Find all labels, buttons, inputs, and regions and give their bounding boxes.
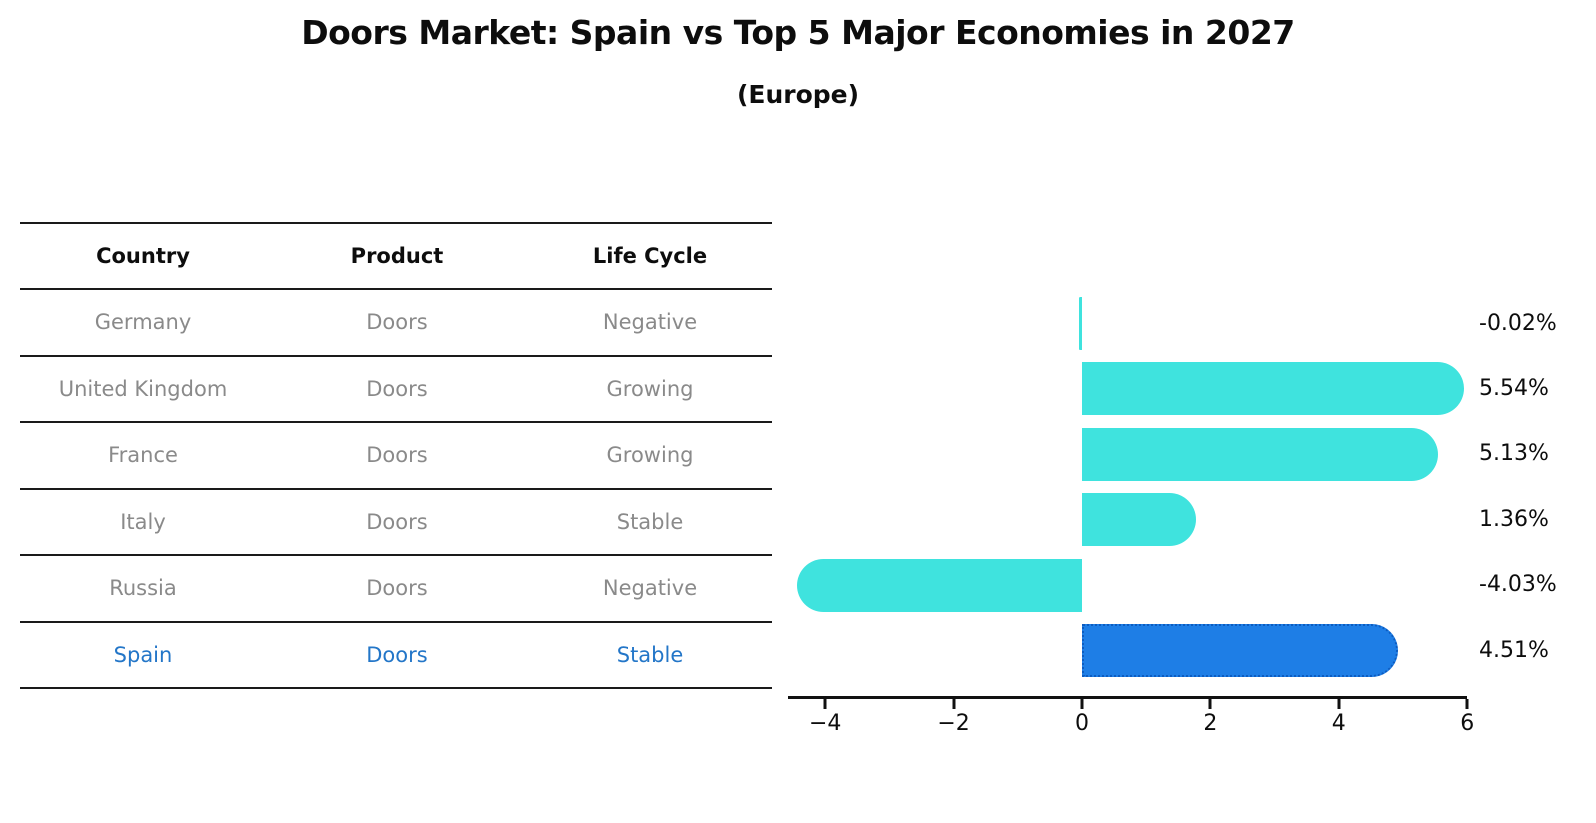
- value-label: 5.13%: [1479, 441, 1549, 467]
- bar-italy: [1082, 493, 1196, 547]
- cell-country: United Kingdom: [58, 376, 228, 401]
- table-header-row: Country Product Life Cycle: [20, 224, 772, 290]
- cell-country: Italy: [120, 509, 166, 534]
- table-row: Russia Doors Negative: [20, 556, 772, 623]
- x-axis-tick: [1465, 699, 1469, 709]
- cell-country: Russia: [109, 576, 177, 601]
- bar-germany: [1079, 297, 1082, 350]
- column-header-country: Country: [96, 244, 190, 268]
- table-row-spain-highlighted: Spain Doors Stable: [20, 623, 772, 689]
- cell-life-cycle: Negative: [602, 576, 698, 601]
- cell-life-cycle: Growing: [606, 376, 694, 401]
- cell-product: Doors: [366, 509, 428, 534]
- table-row: Germany Doors Negative: [20, 290, 772, 357]
- table-row: France Doors Growing: [20, 423, 772, 490]
- bar-france: [1082, 427, 1438, 481]
- x-axis-tick-label: 0: [1075, 711, 1089, 736]
- x-axis-tick: [1080, 699, 1084, 709]
- cell-product: Doors: [366, 376, 428, 401]
- bar-spain-highlighted: [1082, 624, 1399, 677]
- chart-subtitle: (Europe): [736, 80, 860, 109]
- data-table: Country Product Life Cycle Germany Doors…: [20, 222, 772, 689]
- bar-russia: [796, 558, 1082, 612]
- x-axis-tick-label: 2: [1203, 711, 1218, 736]
- cell-product: Doors: [366, 642, 428, 667]
- cell-life-cycle: Negative: [602, 310, 698, 335]
- x-axis-tick: [1337, 699, 1341, 709]
- table-row: Italy Doors Stable: [20, 490, 772, 556]
- cell-product: Doors: [366, 443, 428, 468]
- value-label: 5.54%: [1479, 375, 1549, 401]
- x-axis-line: [787, 696, 1468, 699]
- cell-life-cycle: Stable: [616, 642, 684, 667]
- chart-title: Doors Market: Spain vs Top 5 Major Econo…: [301, 13, 1295, 52]
- value-label: -4.03%: [1479, 572, 1557, 598]
- value-label: -0.02%: [1479, 310, 1557, 336]
- x-axis-tick-label: 6: [1460, 711, 1475, 736]
- cell-country: Spain: [113, 642, 173, 667]
- value-label: 1.36%: [1479, 506, 1549, 532]
- cell-product: Doors: [366, 576, 428, 601]
- column-header-lifecycle: Life Cycle: [592, 244, 708, 268]
- cell-life-cycle: Stable: [616, 509, 684, 534]
- x-axis-tick: [823, 699, 827, 709]
- cell-country: France: [108, 443, 178, 468]
- x-axis-tick-label: −2: [937, 711, 970, 736]
- cell-product: Doors: [366, 310, 428, 335]
- x-axis-tick: [1208, 699, 1212, 709]
- bar-united-kingdom: [1082, 362, 1465, 416]
- column-header-product: Product: [350, 244, 444, 268]
- cell-country: Germany: [94, 310, 192, 335]
- x-axis-tick: [952, 699, 956, 709]
- table-row: United Kingdom Doors Growing: [20, 357, 772, 423]
- x-axis-tick-label: 4: [1331, 711, 1346, 736]
- cell-life-cycle: Growing: [606, 443, 694, 468]
- value-label: 4.51%: [1479, 637, 1549, 663]
- x-axis-tick-label: −4: [808, 711, 842, 736]
